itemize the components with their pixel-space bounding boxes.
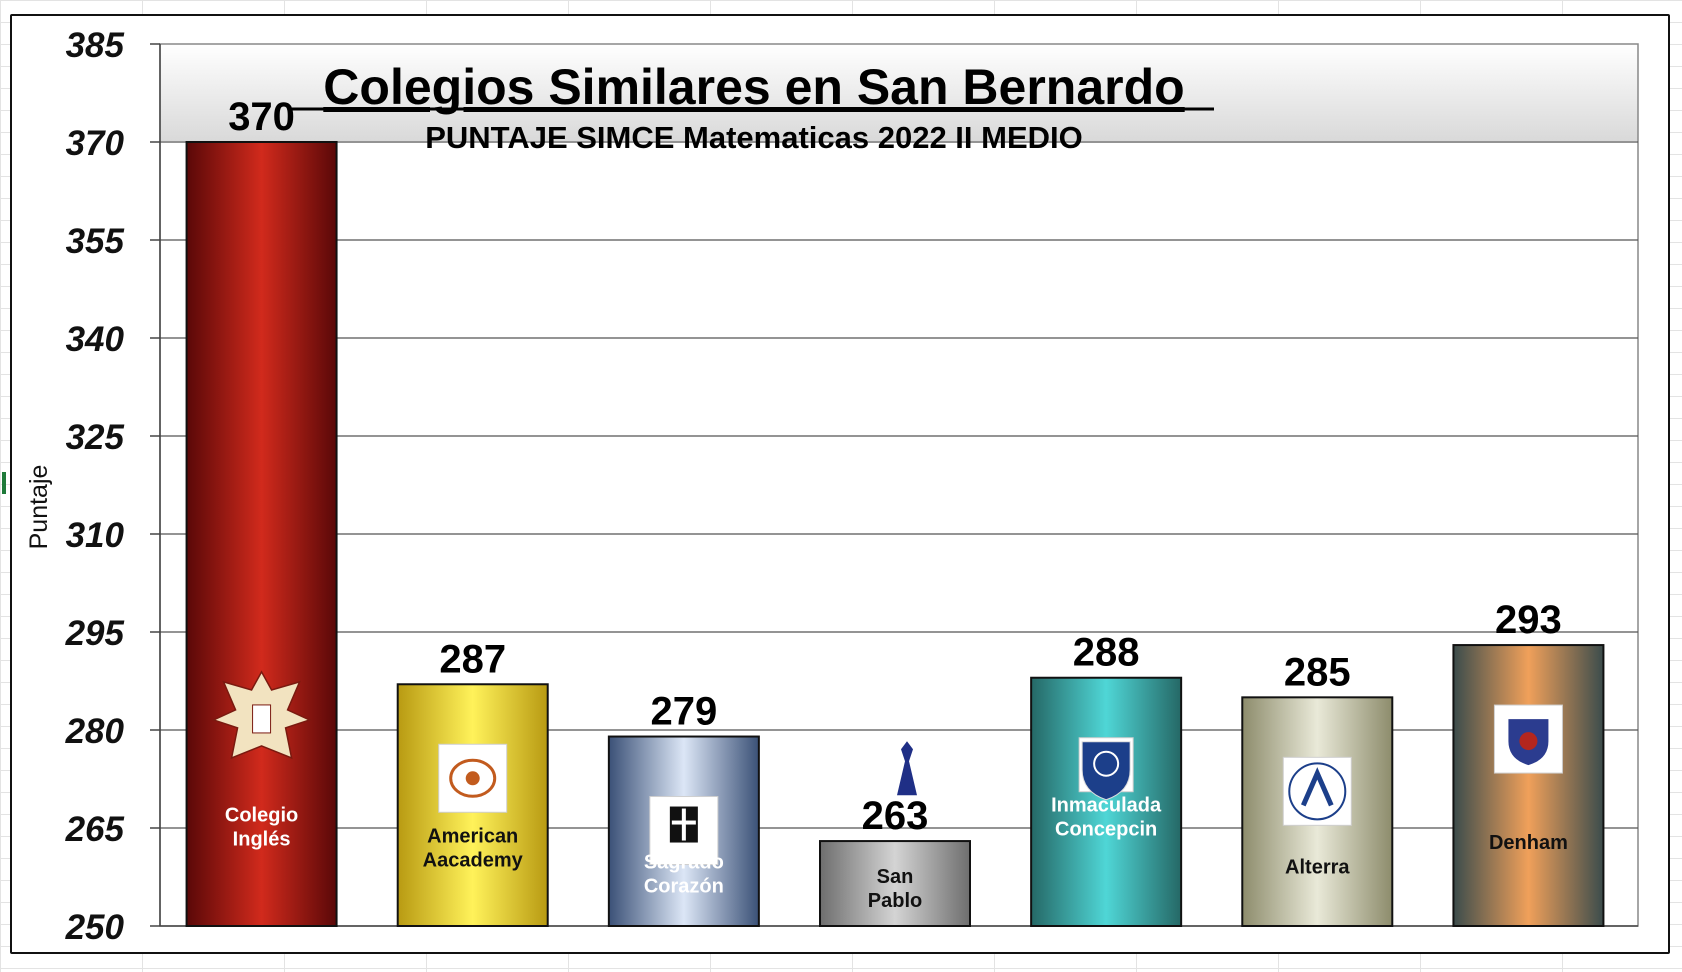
- category-label-line: Alterra: [1285, 857, 1350, 879]
- american-academy-logo: [438, 743, 508, 813]
- y-tick-label: 250: [65, 908, 125, 947]
- category-label-line: American: [427, 825, 518, 847]
- alterra-logo: [1282, 756, 1352, 826]
- category-label: Alterra: [1285, 857, 1350, 879]
- y-tick-label: 295: [65, 614, 125, 653]
- y-tick-label: 310: [66, 516, 125, 555]
- category-label-line: Inmaculada: [1051, 795, 1162, 817]
- category-label-line: Sagrado: [644, 852, 724, 874]
- bar-group: 263 San Pablo: [819, 739, 971, 927]
- y-tick-label: 340: [66, 320, 125, 359]
- category-label-line: Colegio: [225, 804, 298, 826]
- bar[interactable]: [1030, 676, 1183, 927]
- y-tick-label: 355: [66, 222, 125, 261]
- category-label-line: Inglés: [233, 828, 291, 850]
- inmaculada-shield-logo: [1078, 737, 1134, 801]
- ispm-logo: [873, 739, 917, 800]
- category-label-line: Corazón: [644, 876, 724, 898]
- category-label: San Pablo: [868, 866, 922, 912]
- cell-selection-marker: [2, 472, 6, 494]
- bar[interactable]: [1452, 644, 1605, 927]
- bar[interactable]: [819, 840, 971, 927]
- y-tick-label: 325: [66, 418, 125, 457]
- value-label: 279: [650, 690, 717, 734]
- denham-crest-logo: [1493, 704, 1563, 774]
- category-label: Colegio Inglés: [225, 804, 298, 850]
- chart-subtitle: PUNTAJE SIMCE Matematicas 2022 II MEDIO: [425, 120, 1083, 155]
- category-label-line: Concepcin: [1055, 819, 1157, 841]
- chart-title: Colegios Similares en San Bernardo: [323, 59, 1184, 115]
- bar-group: 293 Denham: [1452, 598, 1605, 927]
- value-label: 293: [1495, 598, 1562, 642]
- value-label: 285: [1284, 650, 1351, 694]
- value-label: 370: [228, 95, 295, 139]
- category-label-line: San: [877, 866, 914, 888]
- y-axis-label: Puntaje: [25, 465, 53, 550]
- category-label-line: Pablo: [868, 890, 922, 912]
- y-tick-label: 265: [65, 810, 125, 849]
- category-label: Inmaculada Concepcin: [1051, 795, 1162, 841]
- category-label-line: Denham: [1489, 832, 1568, 854]
- bar[interactable]: [185, 141, 338, 927]
- bar-group: 370 Colegio Inglés: [185, 95, 338, 927]
- bar-group: 287 American Aacademy: [396, 637, 549, 927]
- value-label: 288: [1073, 631, 1140, 675]
- eagle-crest-logo: [211, 670, 312, 760]
- y-tick-label: 280: [65, 712, 125, 751]
- sagrado-corazon-logo: [649, 796, 719, 866]
- value-label: 287: [439, 637, 506, 681]
- title-band: [160, 44, 1638, 141]
- category-label: Denham: [1489, 832, 1568, 854]
- category-label: American Aacademy: [423, 825, 524, 871]
- bar-group: 288 Inmaculada Concepcin: [1030, 631, 1183, 927]
- bar-group: 279 Sagrado Corazón: [607, 690, 760, 927]
- category-label: Sagrado Corazón: [644, 852, 724, 898]
- y-tick-label: 370: [66, 124, 125, 163]
- category-label-line: Aacademy: [423, 849, 524, 871]
- bar-group: 285 Alterra: [1241, 650, 1394, 927]
- y-tick-label: 385: [66, 26, 125, 65]
- value-label: 263: [862, 794, 929, 838]
